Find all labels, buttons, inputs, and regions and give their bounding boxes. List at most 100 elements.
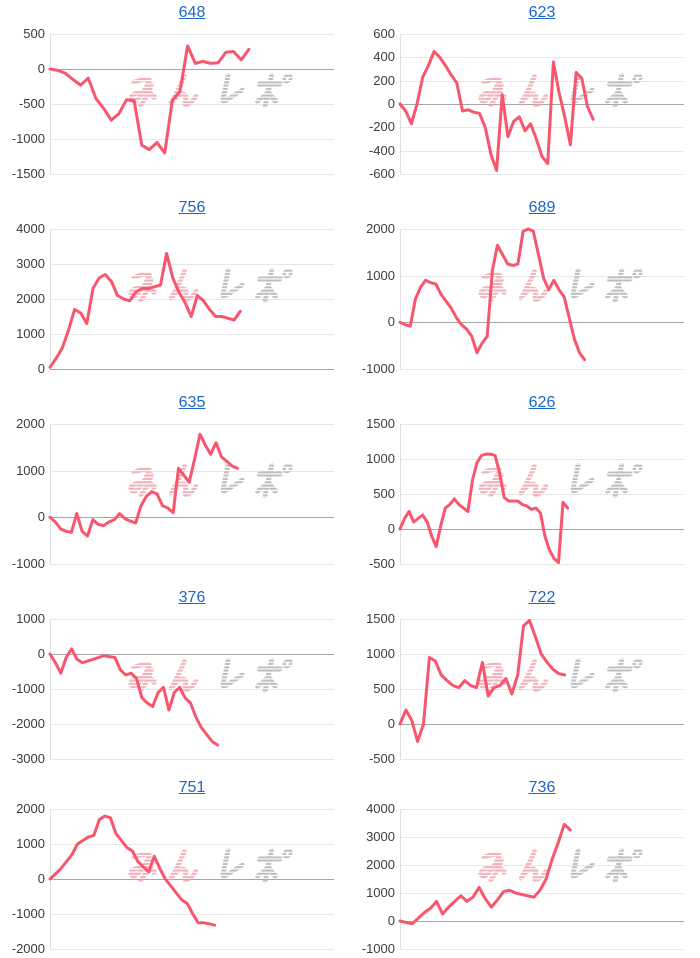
gridline (400, 127, 684, 129)
y-tick-label: 2000 (366, 857, 395, 872)
y-tick-label: 0 (387, 96, 395, 111)
y-tick-label: 500 (23, 26, 45, 41)
gridline (400, 619, 684, 620)
zero-gridline (400, 322, 684, 324)
chart-title-link[interactable]: 756 (178, 199, 206, 216)
series-line (48, 814, 217, 927)
gridline (50, 759, 334, 760)
gridline (50, 424, 334, 425)
plot-area (398, 227, 684, 370)
chart-title-link[interactable]: 736 (528, 779, 556, 796)
chart-cell: 635 2000 1000 0 -1000 (0, 390, 350, 585)
gridline (400, 424, 684, 425)
chart-title-link[interactable]: 689 (528, 199, 556, 216)
gridline (50, 844, 334, 845)
y-tick-label: -1000 (11, 131, 45, 146)
gridline (400, 57, 684, 59)
gridline (400, 229, 684, 230)
y-tick-label: 0 (387, 521, 395, 536)
y-tick-label: 2000 (16, 416, 45, 431)
gridline (400, 949, 684, 950)
chart-cell: 751 2000 1000 0 -1000 -2000 (0, 775, 350, 958)
chart-cell: 689 2000 1000 0 -1000 (350, 195, 700, 390)
chart-title-link[interactable]: 722 (528, 589, 556, 606)
plot-area (398, 809, 684, 950)
gridline (50, 564, 334, 565)
chart-cell: 756 4000 3000 2000 1000 0 (0, 195, 350, 390)
y-tick-label: 1000 (16, 462, 45, 478)
y-tick-label: -500 (368, 556, 395, 571)
series-line (398, 822, 572, 926)
y-tick-label: -200 (368, 119, 395, 135)
gridline (400, 369, 684, 370)
y-tick-label: -1000 (361, 361, 395, 376)
chart-title-link[interactable]: 626 (528, 394, 556, 411)
plot-area (48, 809, 334, 950)
gridline (400, 174, 684, 175)
zero-gridline (50, 654, 334, 655)
chart-title-link[interactable]: 635 (178, 394, 206, 411)
chart-cell: 736 4000 3000 2000 1000 0 -1000 (350, 775, 700, 958)
y-tick-label: -500 (368, 751, 395, 766)
zero-gridline (400, 529, 684, 530)
y-axis-line (50, 424, 51, 564)
gridline (400, 459, 684, 460)
series-line (398, 618, 567, 743)
y-tick-label: -1000 (11, 681, 45, 696)
y-tick-label: 0 (387, 913, 395, 928)
y-tick-label: -1500 (11, 166, 45, 181)
y-tick-label: 1500 (366, 611, 395, 626)
gridline (50, 809, 334, 810)
y-axis-line (50, 34, 51, 174)
y-tick-label: -600 (368, 166, 395, 181)
y-tick-label: 0 (387, 314, 395, 330)
y-tick-label: 2000 (366, 221, 395, 236)
chart-title-link[interactable]: 751 (178, 779, 206, 796)
y-tick-label: 500 (373, 681, 395, 696)
chart-cell: 626 1500 1000 500 0 -500 (350, 390, 700, 585)
series-line (48, 432, 239, 538)
y-tick-label: -2000 (11, 716, 45, 731)
chart-cell: 722 1500 1000 500 0 -500 (350, 585, 700, 775)
y-tick-label: 0 (37, 61, 45, 76)
plot-area (398, 618, 684, 760)
y-tick-label: -3000 (11, 751, 45, 766)
y-axis-line (400, 809, 401, 949)
plot-area (48, 229, 334, 370)
gridline (50, 174, 334, 175)
gridline (50, 619, 334, 620)
gridline (400, 564, 684, 565)
gridline (50, 949, 334, 950)
y-tick-label: 0 (387, 716, 395, 731)
y-tick-label: 2000 (16, 801, 45, 816)
chart-title-link[interactable]: 648 (178, 4, 206, 21)
series-line (398, 50, 595, 172)
y-tick-label: -500 (18, 96, 45, 111)
zero-gridline (400, 724, 684, 725)
y-tick-label: 600 (373, 26, 395, 41)
y-tick-label: 0 (37, 646, 45, 661)
y-tick-label: 400 (373, 49, 395, 65)
zero-gridline (50, 369, 334, 370)
gridline (400, 34, 684, 35)
chart-title-link[interactable]: 376 (178, 589, 206, 606)
series-line (398, 452, 570, 565)
gridline (50, 139, 334, 140)
chart-title-link[interactable]: 623 (528, 4, 556, 21)
y-tick-label: 1500 (366, 416, 395, 431)
y-axis-line (50, 229, 51, 369)
gridline (50, 334, 334, 335)
plot-area (48, 619, 334, 760)
y-tick-label: 1000 (16, 611, 45, 626)
y-tick-label: 1000 (16, 836, 45, 851)
y-tick-label: 0 (37, 871, 45, 886)
y-tick-label: 0 (37, 361, 45, 376)
zero-gridline (50, 517, 334, 519)
gridline (50, 264, 334, 265)
gridline (400, 893, 684, 894)
y-axis-line (400, 619, 401, 759)
gridline (50, 724, 334, 725)
chart-cell: 648 500 0 -500 -1000 -1500 (0, 0, 350, 195)
y-axis-line (400, 424, 401, 564)
y-tick-label: -400 (368, 142, 395, 158)
